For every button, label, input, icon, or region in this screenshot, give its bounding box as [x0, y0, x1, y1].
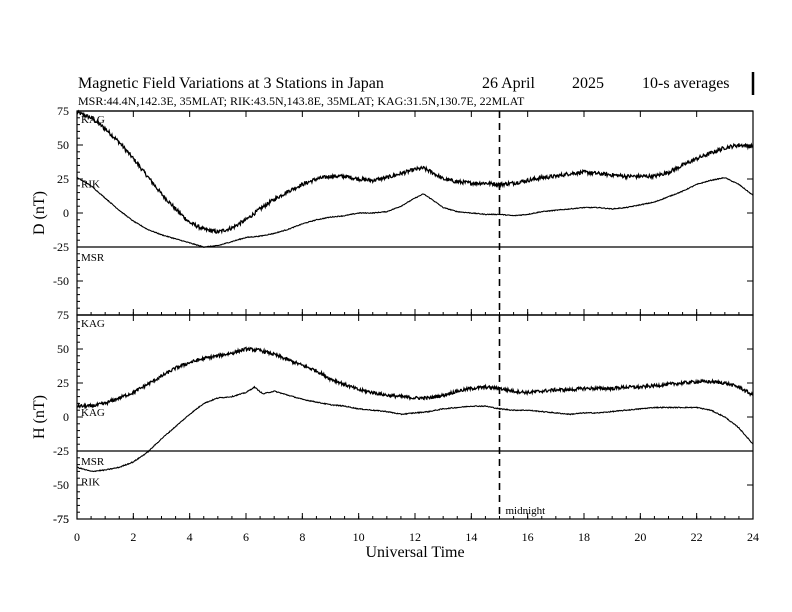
y-tick-label: 75 — [57, 104, 69, 118]
baseline-label-msr: MSR — [81, 252, 105, 264]
x-tick-label: 20 — [634, 530, 646, 544]
chart-title: Magnetic Field Variations at 3 Stations … — [78, 75, 384, 92]
midnight-label: midnight — [506, 505, 546, 517]
chart-averaging: 10-s averages — [642, 75, 730, 92]
y-tick-label: 0 — [63, 206, 69, 220]
series-label-kag: KAG — [81, 407, 105, 419]
y-tick-label: -75 — [53, 512, 69, 526]
y-tick-label: -50 — [53, 478, 69, 492]
x-tick-label: 2 — [130, 530, 136, 544]
x-tick-label: 22 — [691, 530, 703, 544]
y-axis-label: H (nT) — [31, 395, 48, 439]
y-tick-label: -25 — [53, 240, 69, 254]
y-tick-label: 50 — [57, 342, 69, 356]
y-tick-label: -50 — [53, 274, 69, 288]
y-axis-label: D (nT) — [31, 191, 48, 235]
series-line-kag — [76, 109, 754, 235]
x-tick-label: 4 — [187, 530, 193, 544]
h-panel-frame — [76, 314, 754, 520]
y-tick-label: 0 — [63, 410, 69, 424]
x-tick-label: 12 — [409, 530, 421, 544]
y-tick-label: 75 — [57, 308, 69, 322]
x-tick-label: 8 — [299, 530, 305, 544]
baseline-label-msr: MSR — [81, 456, 105, 468]
x-axis-label: Universal Time — [365, 544, 464, 561]
station-coordinates: MSR:44.4N,142.3E, 35MLAT; RIK:43.5N,143.… — [78, 94, 525, 108]
x-tick-label: 6 — [243, 530, 249, 544]
chart-year: 2025 — [572, 75, 604, 92]
x-tick-label: 0 — [74, 530, 80, 544]
series-line-kag — [76, 346, 754, 410]
chart-date: 26 April — [482, 75, 535, 92]
series-label-rik: RIK — [81, 476, 100, 488]
x-tick-label: 10 — [353, 530, 365, 544]
x-tick-label: 16 — [522, 530, 534, 544]
series-line-rik — [76, 385, 754, 473]
x-tick-label: 14 — [465, 530, 477, 544]
series-label-rik: RIK — [81, 179, 100, 191]
y-tick-label: -75 — [53, 512, 69, 526]
y-tick-label: 25 — [57, 376, 69, 390]
x-tick-label: 18 — [578, 530, 590, 544]
x-tick-label: 24 — [747, 530, 759, 544]
y-tick-label: -25 — [53, 444, 69, 458]
y-tick-label: 25 — [57, 172, 69, 186]
baseline-label-kag: KAG — [81, 318, 105, 330]
y-tick-label: 50 — [57, 138, 69, 152]
series-line-rik — [76, 176, 754, 249]
